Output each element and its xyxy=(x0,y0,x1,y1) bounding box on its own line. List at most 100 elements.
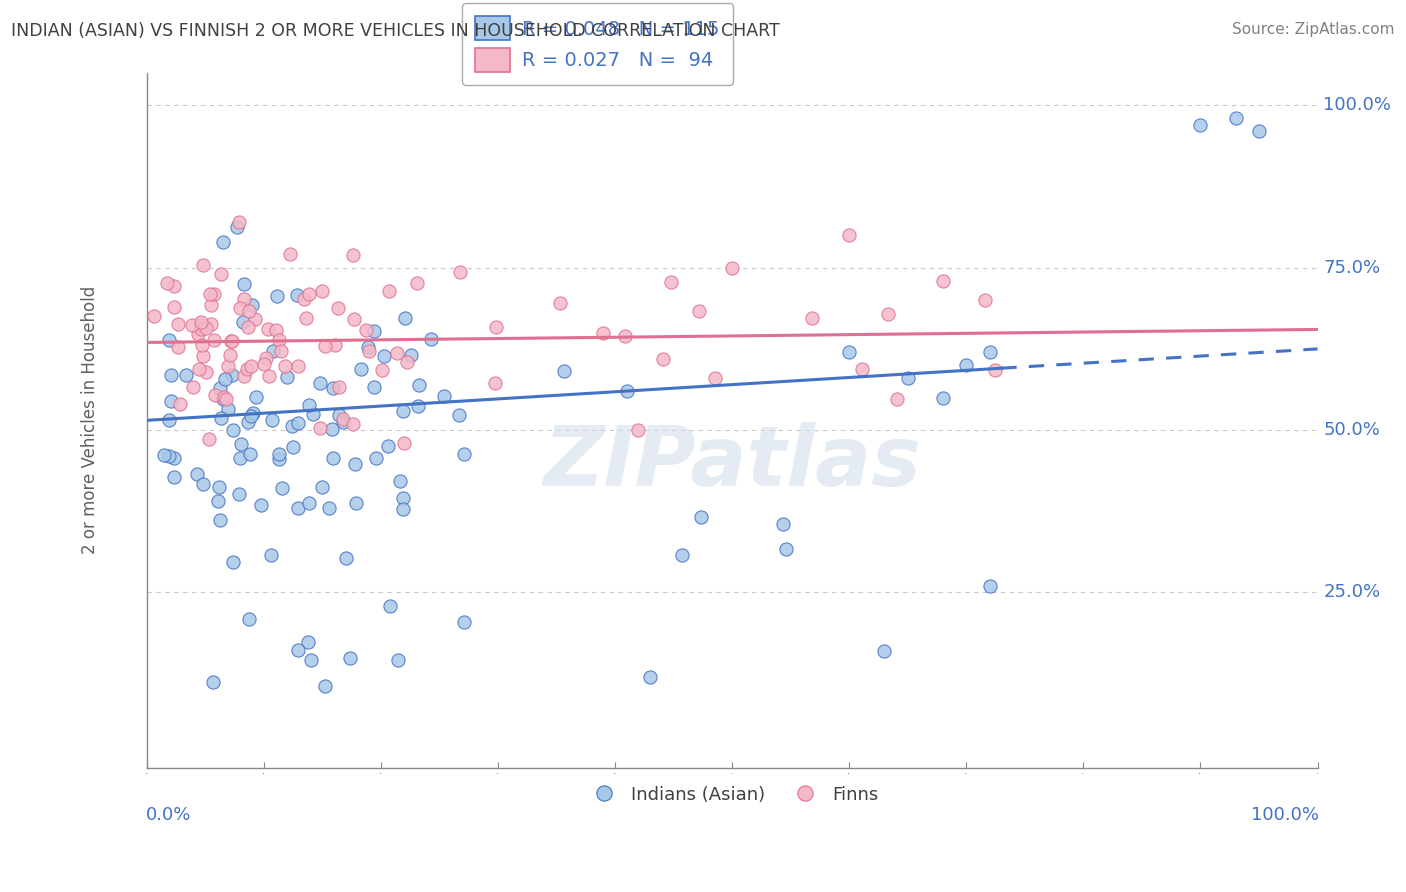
Point xyxy=(194,321,217,335)
Point xyxy=(163,451,186,466)
Point xyxy=(283,440,305,454)
Point xyxy=(239,409,262,423)
Point xyxy=(298,286,321,301)
Point xyxy=(690,509,713,524)
Point xyxy=(420,332,443,346)
Point xyxy=(180,318,202,333)
Point xyxy=(321,422,343,436)
Point xyxy=(200,317,222,331)
Point xyxy=(269,452,291,467)
Point xyxy=(342,248,364,262)
Point xyxy=(399,348,422,362)
Point xyxy=(298,496,321,510)
Point xyxy=(406,399,429,413)
Point xyxy=(191,338,214,352)
Point xyxy=(548,296,571,310)
Point xyxy=(332,415,354,429)
Point xyxy=(191,476,214,491)
Point xyxy=(297,635,319,649)
Point xyxy=(169,397,191,411)
Point xyxy=(979,345,1001,359)
Point xyxy=(295,310,318,325)
Point xyxy=(211,392,233,407)
Legend: Indians (Asian), Finns: Indians (Asian), Finns xyxy=(579,779,886,811)
Point xyxy=(190,318,212,333)
Point xyxy=(688,303,710,318)
Text: 50.0%: 50.0% xyxy=(1323,421,1381,439)
Point xyxy=(260,413,283,427)
Point xyxy=(627,423,650,437)
Point xyxy=(278,247,301,261)
Point xyxy=(228,450,250,465)
Point xyxy=(201,675,224,690)
Point xyxy=(377,284,399,298)
Point xyxy=(260,549,283,563)
Point xyxy=(979,579,1001,593)
Point xyxy=(156,276,179,290)
Point xyxy=(932,391,955,405)
Point xyxy=(332,412,354,426)
Point xyxy=(553,364,575,378)
Point xyxy=(240,298,263,312)
Point xyxy=(215,392,238,406)
Text: 2 or more Vehicles in Household: 2 or more Vehicles in Household xyxy=(82,286,100,555)
Point xyxy=(592,326,614,340)
Point xyxy=(232,368,254,383)
Point xyxy=(287,359,309,373)
Point xyxy=(449,265,471,279)
Point xyxy=(322,381,344,395)
Point xyxy=(222,555,245,569)
Point xyxy=(269,333,291,347)
Point xyxy=(190,315,212,329)
Point xyxy=(322,451,344,466)
Point xyxy=(159,368,181,382)
Point xyxy=(209,513,232,527)
Point xyxy=(157,449,180,463)
Point xyxy=(385,346,408,360)
Point xyxy=(299,653,322,667)
Point xyxy=(243,312,266,326)
Point xyxy=(1225,112,1247,126)
Point xyxy=(207,494,229,508)
Point xyxy=(217,401,239,416)
Point xyxy=(377,439,399,453)
Point xyxy=(232,315,254,329)
Point xyxy=(204,388,226,402)
Point xyxy=(363,380,385,394)
Point xyxy=(395,355,418,369)
Point xyxy=(190,322,212,336)
Point xyxy=(302,407,325,421)
Text: 100.0%: 100.0% xyxy=(1251,805,1319,824)
Point xyxy=(195,365,218,379)
Point xyxy=(973,293,995,308)
Point xyxy=(388,474,411,488)
Point xyxy=(651,351,673,366)
Point xyxy=(328,379,350,393)
Point xyxy=(270,344,292,359)
Point xyxy=(373,349,395,363)
Point xyxy=(157,333,180,347)
Point xyxy=(328,408,350,422)
Point xyxy=(343,312,366,326)
Point xyxy=(163,278,186,293)
Point xyxy=(371,363,394,377)
Point xyxy=(311,284,333,298)
Point xyxy=(208,382,231,396)
Point xyxy=(838,345,860,359)
Point xyxy=(250,499,273,513)
Point xyxy=(228,487,250,501)
Point xyxy=(221,334,243,348)
Point xyxy=(378,599,401,614)
Point xyxy=(873,644,896,658)
Point xyxy=(659,275,682,289)
Point xyxy=(339,651,361,665)
Point xyxy=(357,340,380,354)
Point xyxy=(208,480,231,494)
Point xyxy=(344,496,367,510)
Point xyxy=(267,447,290,461)
Point xyxy=(254,351,277,366)
Point xyxy=(221,368,243,383)
Point xyxy=(186,467,208,481)
Point xyxy=(160,394,183,409)
Point xyxy=(174,368,197,382)
